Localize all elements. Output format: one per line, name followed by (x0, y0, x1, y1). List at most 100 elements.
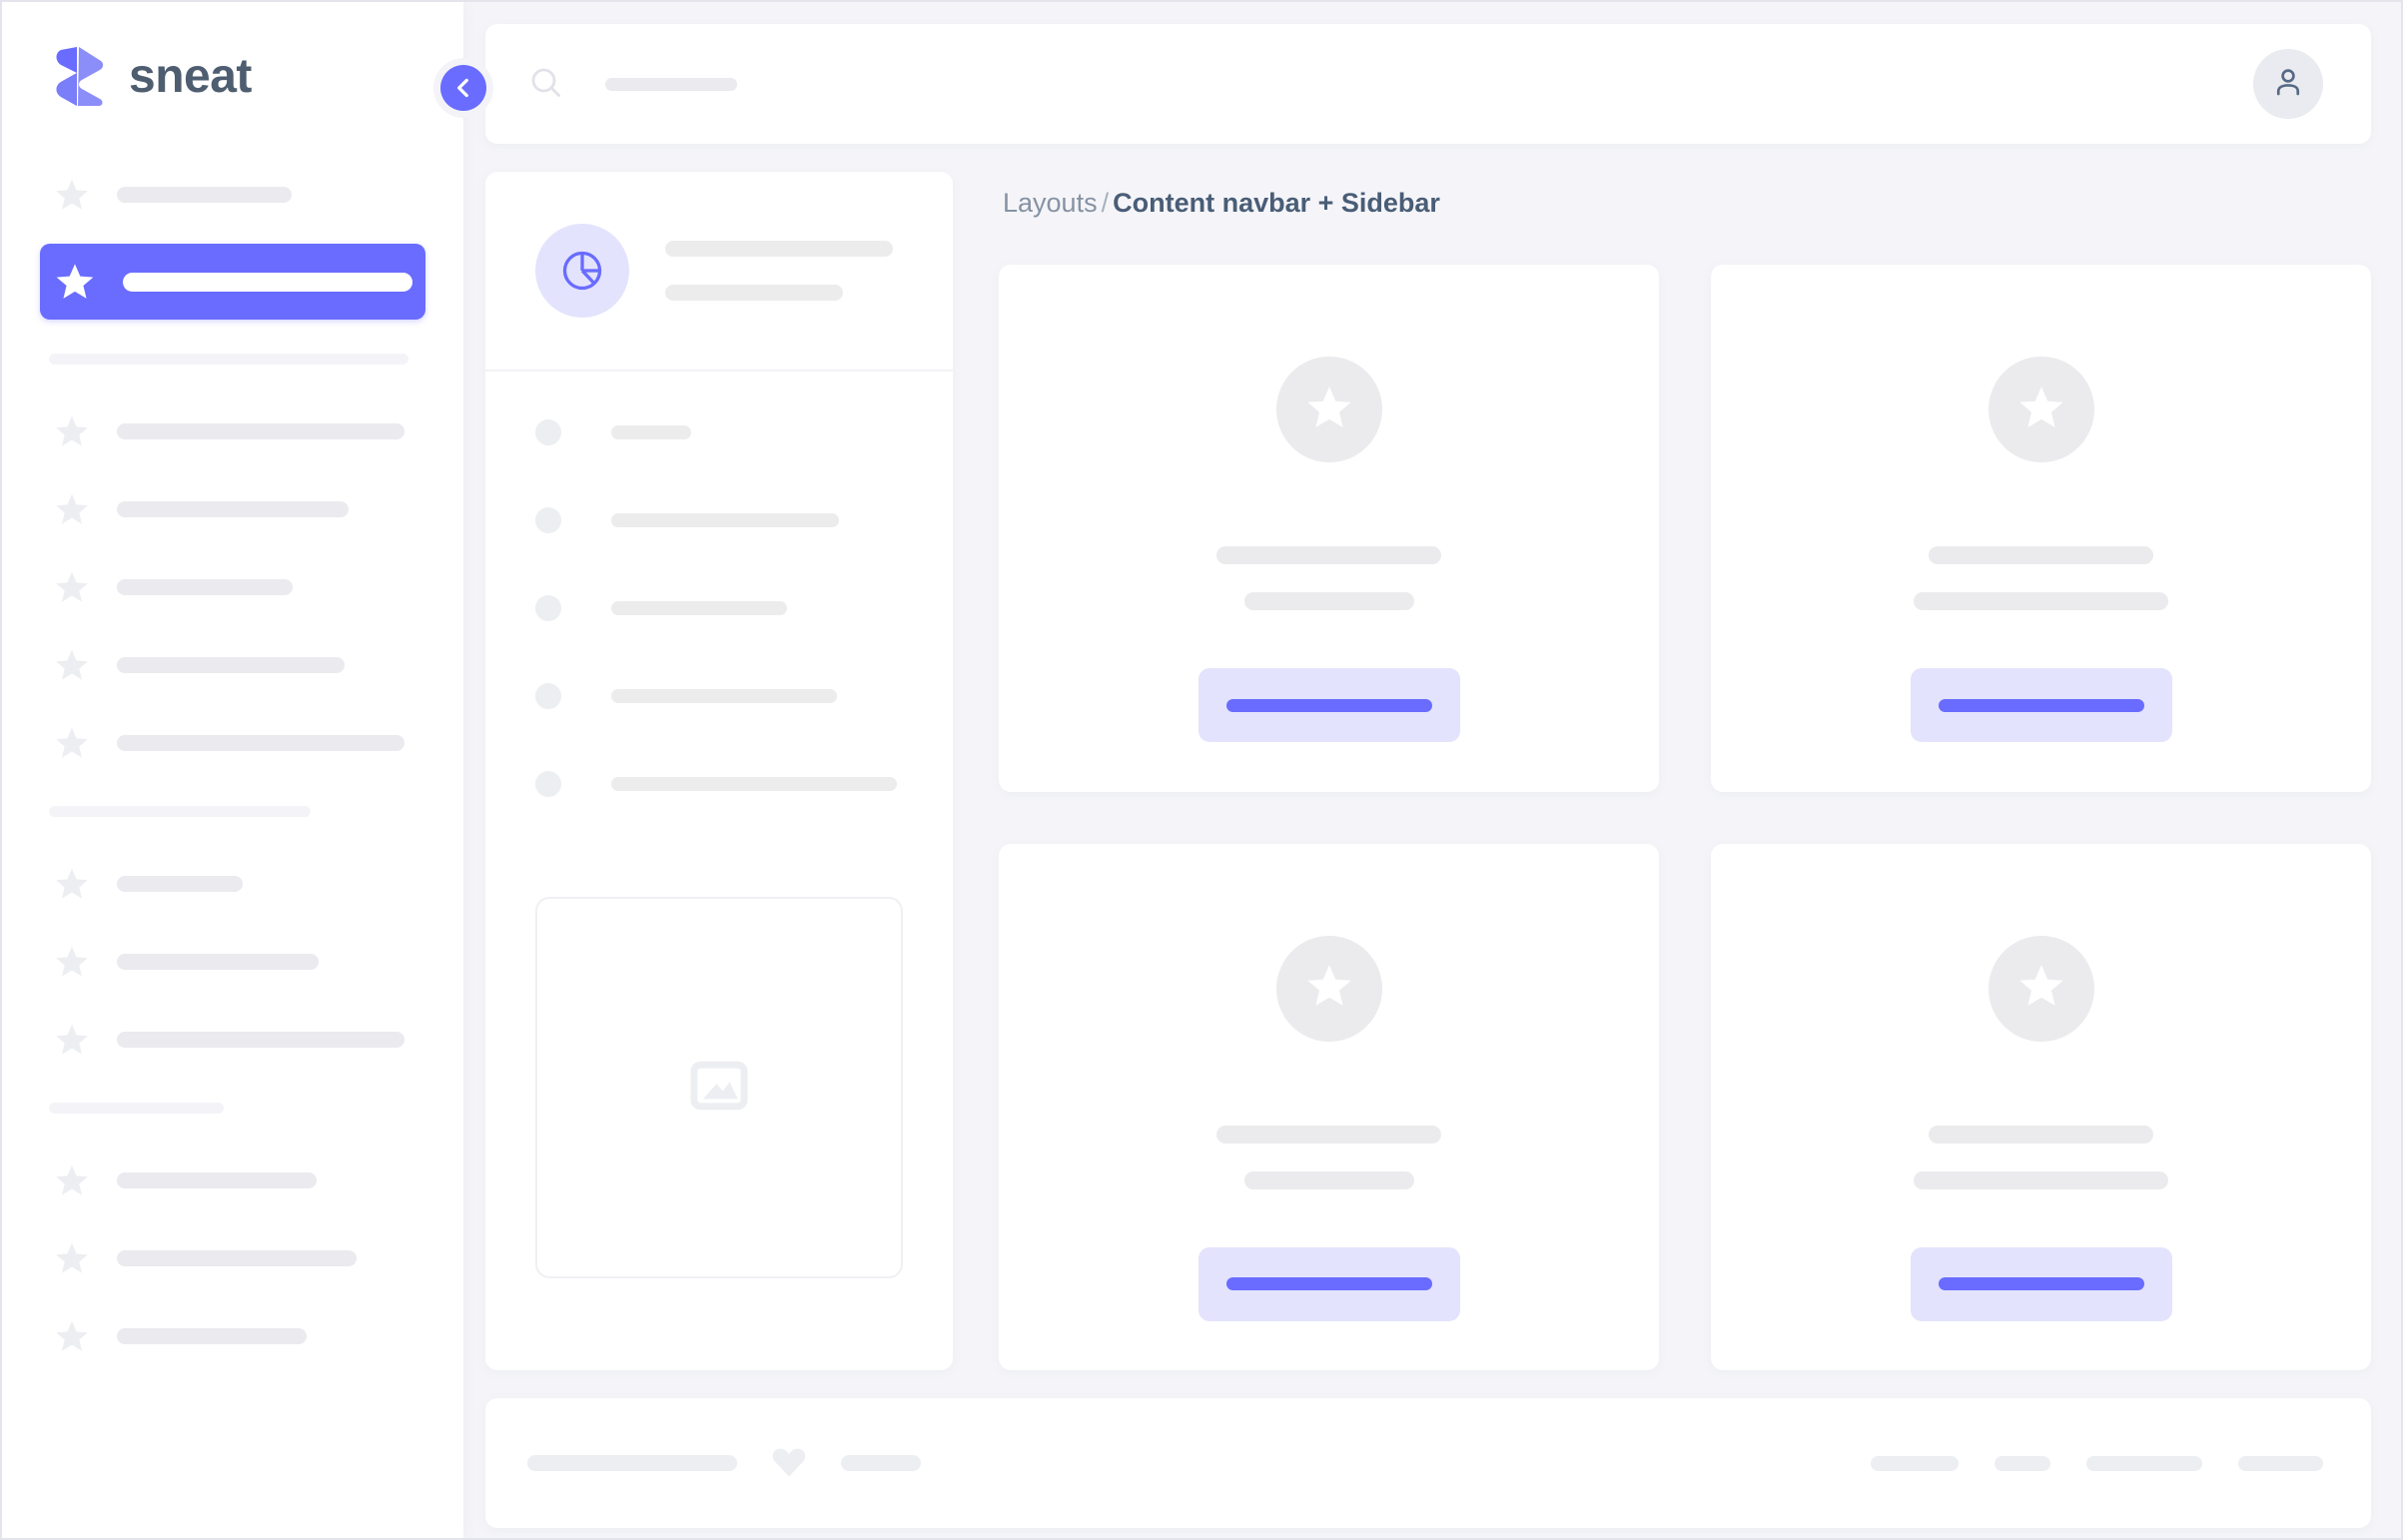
sidebar-item-label (117, 1328, 307, 1344)
footer-link[interactable] (2086, 1455, 2202, 1471)
sidebar-item-label (117, 735, 404, 751)
sidebar-item[interactable] (40, 1152, 425, 1209)
list-item[interactable] (535, 507, 911, 533)
breadcrumb: Layouts / Content navbar + Sidebar (999, 172, 2371, 265)
card-action-button[interactable] (1198, 1246, 1460, 1321)
pie-chart-icon (535, 224, 629, 318)
list-item-label (611, 425, 691, 439)
sidebar-collapse-button[interactable] (433, 58, 493, 118)
card-title-placeholder (1216, 546, 1441, 564)
avatar[interactable] (2253, 49, 2323, 119)
sidebar-item[interactable] (40, 1011, 425, 1069)
card-action-button[interactable] (1910, 668, 2172, 742)
chevron-left-icon (440, 65, 486, 111)
brand[interactable]: sneat (40, 2, 425, 150)
star-icon (53, 412, 91, 450)
sidebar-item[interactable] (40, 1307, 425, 1365)
card-action-button[interactable] (1198, 668, 1460, 742)
user-icon (2270, 64, 2306, 105)
star-icon (53, 568, 91, 606)
footer-link[interactable] (2238, 1455, 2323, 1471)
brand-name: sneat (129, 49, 252, 103)
sidebar-item[interactable] (40, 714, 425, 772)
star-icon (53, 1317, 91, 1355)
card-subtitle-placeholder (1243, 1170, 1414, 1189)
star-icon (53, 176, 91, 214)
card-action-button-label (1938, 698, 2144, 712)
sidebar-item-label (117, 1172, 317, 1188)
list-item-label (611, 689, 837, 703)
list-item[interactable] (535, 419, 911, 445)
card-avatar (1275, 935, 1382, 1042)
top-navbar (485, 24, 2371, 144)
sidebar-item[interactable] (40, 1229, 425, 1287)
sidebar-item[interactable] (40, 480, 425, 538)
sidebar-item[interactable] (40, 402, 425, 460)
breadcrumb-current: Content navbar + Sidebar (1113, 188, 1440, 218)
footer-left (527, 1441, 921, 1486)
sidebar-item-active[interactable] (40, 244, 425, 320)
star-icon (2015, 960, 2067, 1017)
sidebar-item-label (117, 579, 293, 595)
list-item[interactable] (535, 595, 911, 621)
panel-list (485, 372, 953, 797)
star-icon (53, 1161, 91, 1199)
card-action-button-label (1225, 1277, 1432, 1290)
list-item[interactable] (535, 771, 911, 797)
sidebar-item[interactable] (40, 166, 425, 224)
card-subtitle-placeholder (1243, 592, 1414, 610)
footer-link[interactable] (1995, 1455, 2050, 1471)
star-icon (53, 646, 91, 684)
image-placeholder (535, 897, 903, 1278)
search-area[interactable] (527, 64, 2253, 105)
card-subtitle-placeholder (1914, 592, 2168, 610)
card-action-button-label (1225, 698, 1432, 712)
sidebar-item-label (117, 954, 319, 970)
search-input[interactable] (605, 77, 737, 91)
content-row: Layouts / Content navbar + Sidebar (485, 172, 2371, 1370)
star-icon (53, 1239, 91, 1277)
bullet-dot-icon (535, 595, 561, 621)
feature-card (999, 843, 1659, 1370)
footer-credit-bar (841, 1455, 921, 1471)
content-panel (485, 172, 953, 1370)
panel-header-lines (665, 241, 911, 301)
sidebar-item[interactable] (40, 558, 425, 616)
feature-card (1711, 265, 2371, 792)
sidebar-item-label (117, 501, 349, 517)
star-icon (1303, 382, 1355, 438)
sidebar-nav (40, 150, 425, 1365)
bullet-dot-icon (535, 507, 561, 533)
card-title-placeholder (1216, 1125, 1441, 1144)
card-avatar (1275, 357, 1382, 462)
footer-text-bar (527, 1455, 737, 1471)
star-icon (2015, 382, 2067, 438)
sidebar-item-label (117, 1250, 357, 1266)
list-item-label (611, 601, 787, 615)
card-subtitle-placeholder (1914, 1170, 2168, 1189)
bullet-dot-icon (535, 771, 561, 797)
sneat-s-logo-icon (49, 45, 107, 107)
bullet-dot-icon (535, 683, 561, 709)
sidebar-item[interactable] (40, 933, 425, 991)
card-title-placeholder (1929, 1125, 2153, 1144)
card-avatar (1988, 357, 2094, 462)
sidebar-item[interactable] (40, 636, 425, 694)
sidebar-section-divider (49, 1103, 224, 1114)
sidebar-item-label (117, 187, 292, 203)
right-column: Layouts / Content navbar + Sidebar (999, 172, 2371, 1370)
panel-header (485, 172, 953, 372)
card-action-button[interactable] (1910, 1246, 2172, 1321)
feature-card (1711, 843, 2371, 1370)
sidebar-item-label (117, 876, 243, 892)
bullet-dot-icon (535, 419, 561, 445)
breadcrumb-parent[interactable]: Layouts (1003, 188, 1098, 218)
sidebar-item-label (117, 1032, 404, 1048)
list-item[interactable] (535, 683, 911, 709)
sidebar-section-divider (49, 806, 311, 817)
sidebar-item[interactable] (40, 855, 425, 913)
footer-link[interactable] (1871, 1455, 1959, 1471)
star-icon (1303, 960, 1355, 1017)
sidebar-item-label (123, 272, 412, 292)
